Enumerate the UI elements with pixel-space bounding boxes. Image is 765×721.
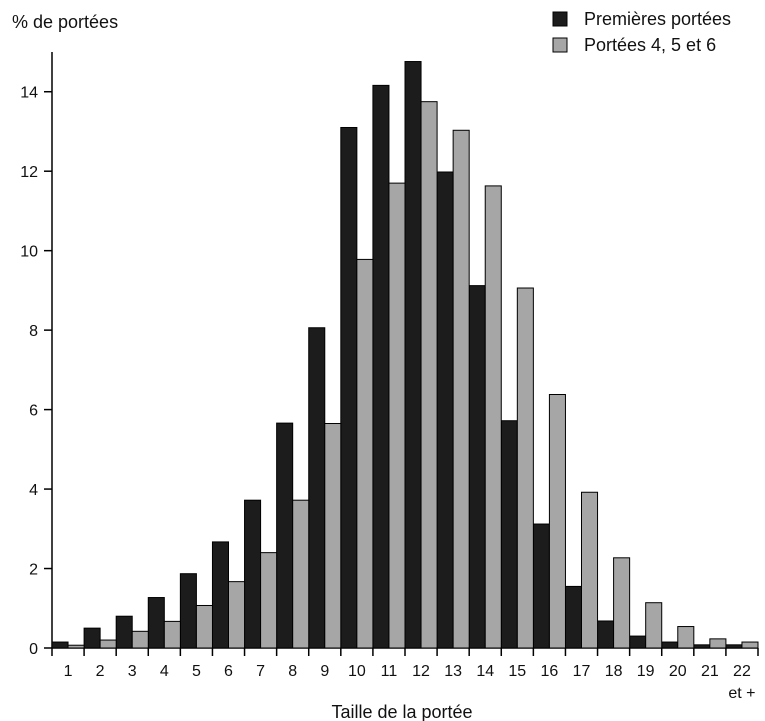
bar-series-1-size-6	[211, 541, 229, 649]
bar-series-2-size-19	[645, 602, 663, 649]
bar-series-1-size-22	[725, 644, 743, 649]
bar-series-2-size-6	[228, 581, 246, 649]
bar-series-1-size-5	[179, 573, 197, 649]
bar-series-2-size-3	[131, 630, 149, 649]
bar-series-1-size-9	[308, 327, 326, 649]
x-tick-label: 18	[605, 663, 623, 680]
bar-series-2-size-16	[548, 394, 566, 649]
legend-label-series-1: Premières portées	[584, 9, 731, 29]
bar-series-1-size-14	[468, 285, 486, 649]
x-tick-label: 17	[573, 663, 591, 680]
bar-series-1-size-17	[564, 585, 582, 649]
bar-series-1-size-16	[532, 523, 550, 649]
bar-series-2-size-18	[613, 557, 631, 649]
legend-swatch-series-2	[552, 37, 568, 53]
bar-series-1-size-3	[115, 615, 133, 649]
bar-series-1-size-21	[693, 644, 711, 649]
bar-series-2-size-10	[356, 258, 374, 649]
x-tick-label: 16	[541, 663, 559, 680]
bar-series-2-size-11	[388, 182, 406, 649]
y-tick-label: 14	[20, 85, 38, 102]
bar-series-1-size-12	[404, 61, 422, 649]
x-tick-label: 15	[508, 663, 526, 680]
y-axis-title: % de portées	[12, 12, 118, 32]
y-tick-label: 0	[29, 641, 38, 658]
y-tick-label: 6	[29, 403, 38, 420]
bar-series-2-size-20	[677, 626, 695, 649]
bar-series-1-size-8	[276, 422, 294, 649]
x-tick-label: 8	[288, 663, 297, 680]
legend-swatch-series-1	[552, 11, 568, 27]
x-tick-label: 2	[96, 663, 105, 680]
bar-series-2-size-15	[516, 287, 534, 649]
bar-series-2-size-9	[324, 423, 342, 649]
x-tick-label: 4	[160, 663, 169, 680]
y-tick-label: 8	[29, 323, 38, 340]
x-tick-label: 19	[637, 663, 655, 680]
bar-series-2-size-22	[741, 641, 759, 649]
x-tick-label: 12	[412, 663, 430, 680]
bar-series-2-size-4	[163, 620, 181, 649]
bar-series-1-size-19	[629, 635, 647, 649]
bar-series-2-size-2	[99, 639, 117, 649]
x-tick-label: 1	[64, 663, 73, 680]
x-tick-label: 14	[476, 663, 494, 680]
x-tick-label: 21	[701, 663, 719, 680]
bar-series-2-size-1	[67, 644, 85, 649]
x-axis-title: Taille de la portée	[331, 702, 472, 721]
y-axis: 0 2 4 6 8 10 12 14	[20, 52, 53, 658]
bar-series-2-size-12	[420, 101, 438, 649]
bar-series-2-size-14	[484, 185, 502, 649]
bar-series-2-size-17	[581, 491, 599, 649]
bar-series-1-size-2	[83, 627, 101, 649]
bar-series-1-size-15	[500, 420, 518, 649]
y-tick-label: 10	[20, 244, 38, 261]
bar-series-2-size-8	[292, 499, 310, 649]
bar-series-2-size-21	[709, 638, 727, 649]
x-tick-label: 5	[192, 663, 201, 680]
legend: Premières portées Portées 4, 5 et 6	[552, 9, 731, 55]
bar-series-2-size-7	[260, 552, 278, 649]
x-tick-label: 9	[320, 663, 329, 680]
bar-series-1-size-11	[372, 84, 390, 649]
bar-series-1-size-7	[244, 499, 262, 649]
x-tick-label: 6	[224, 663, 233, 680]
x-tick-label: 22	[733, 663, 751, 680]
bar-series-1-size-4	[147, 597, 165, 649]
y-tick-label: 4	[29, 482, 38, 499]
y-tick-label: 12	[20, 164, 38, 181]
bar-series-2-size-13	[452, 129, 470, 649]
x-tick-sublabel: et +	[728, 685, 755, 702]
x-tick-label: 7	[256, 663, 265, 680]
bar-series-1-size-18	[597, 620, 615, 649]
x-tick-label: 10	[348, 663, 366, 680]
bar-series-1-size-13	[436, 171, 454, 649]
bars	[51, 61, 759, 649]
x-tick-label: 20	[669, 663, 687, 680]
x-tick-label: 11	[381, 663, 398, 680]
bar-series-1-size-20	[661, 641, 679, 649]
x-tick-label: 13	[444, 663, 462, 680]
bar-series-1-size-1	[51, 641, 69, 649]
y-tick-label: 2	[29, 562, 38, 579]
x-tick-label: 3	[128, 663, 137, 680]
bar-series-2-size-5	[195, 604, 213, 649]
bar-series-1-size-10	[340, 126, 358, 649]
legend-label-series-2: Portées 4, 5 et 6	[584, 35, 716, 55]
